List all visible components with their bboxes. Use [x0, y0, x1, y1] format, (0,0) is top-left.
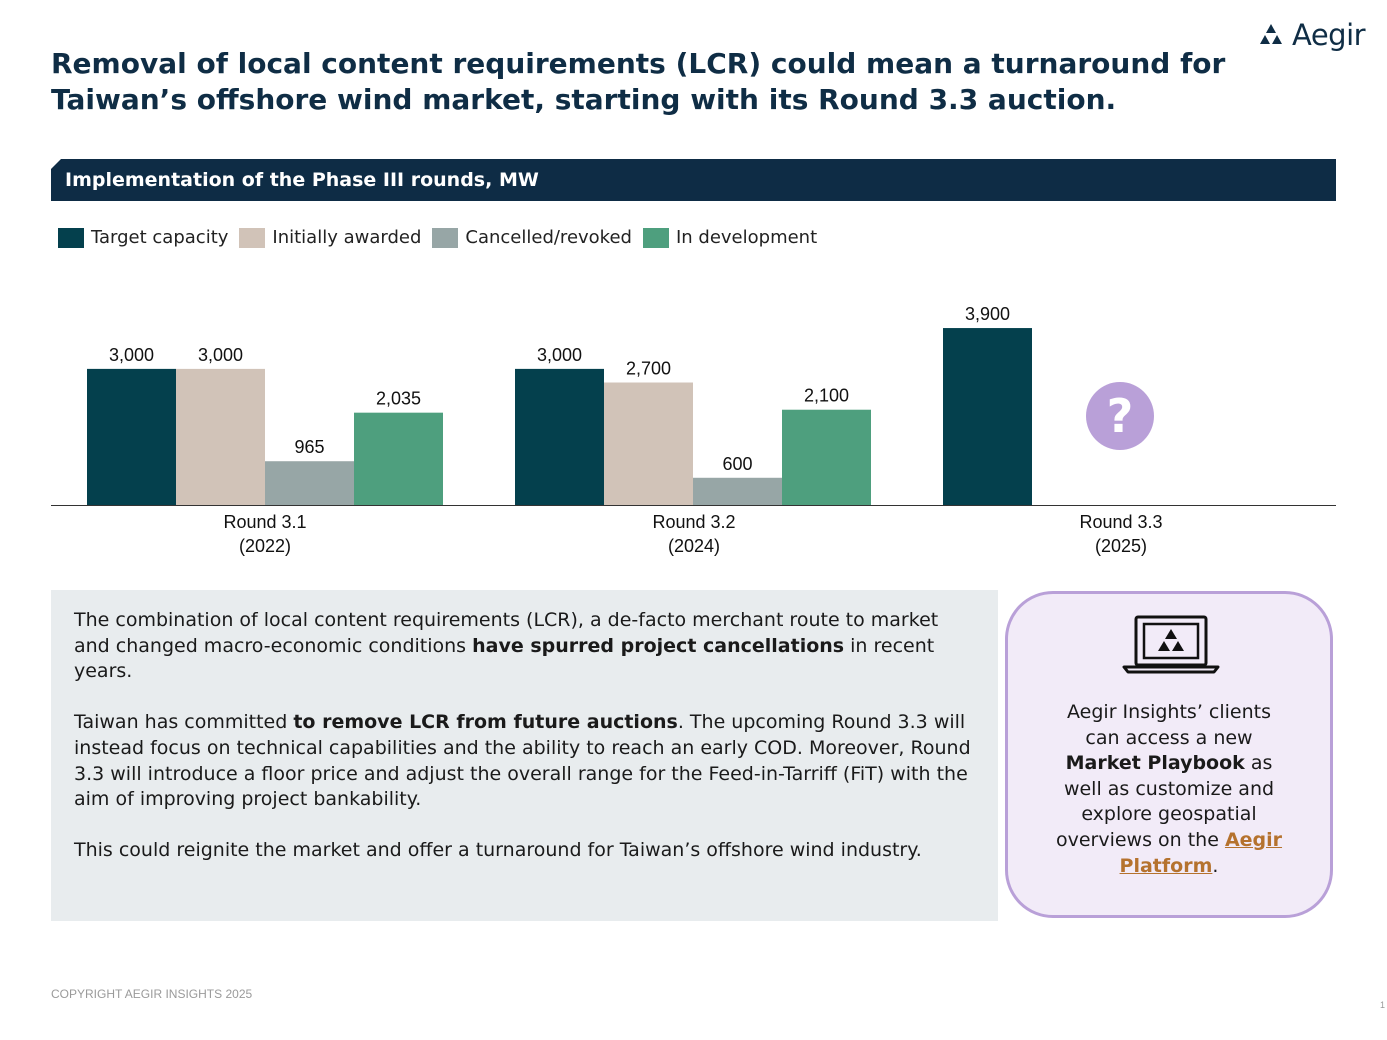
legend-label-awarded: Initially awarded [272, 227, 422, 248]
p1-text-c: in recent years. [74, 634, 935, 683]
bar-initially-awarded-1 [604, 382, 693, 505]
chart-legend: Target capacity Initially awarded Cancel… [58, 227, 817, 248]
category-label-1-line-1: Round 3.2 [652, 512, 735, 532]
legend-swatch-target [58, 227, 84, 248]
legend-item-cancelled: Cancelled/revoked [432, 227, 632, 248]
bar-cancelled-revoked-0 [265, 461, 354, 505]
bar-in-development-0 [354, 412, 443, 505]
legend-label-development: In development [675, 227, 818, 248]
platform-callout: Aegir Insights’ clients can access a new… [1005, 591, 1333, 918]
market-playbook-label: Market Playbook [1065, 752, 1245, 775]
summary-paragraph-1: The combination of local content require… [74, 608, 976, 685]
data-label-target-capacity-2: 3,900 [965, 304, 1010, 324]
p2-bold: to remove LCR from future auctions [293, 711, 678, 734]
brand-logo: Aegir [1258, 18, 1366, 52]
p1-text-a: The combination of local content require… [74, 609, 939, 657]
legend-item-development: In development [642, 227, 818, 248]
legend-item-target: Target capacity [58, 227, 228, 248]
bar-target-capacity-0 [87, 368, 176, 505]
category-label-1-line-2: (2024) [668, 536, 720, 556]
p1-bold: have spurred project cancellations [472, 634, 845, 657]
data-label-initially-awarded-0: 3,000 [198, 345, 243, 365]
data-label-target-capacity-1: 3,000 [537, 345, 582, 365]
p2-text-c: . The upcoming Round 3.3 will instead fo… [74, 711, 971, 811]
legend-swatch-development [642, 227, 669, 248]
page-number: 1 [1380, 1000, 1386, 1010]
copyright: COPYRIGHT AEGIR INSIGHTS 2025 [51, 987, 253, 1001]
aegir-platform-link[interactable]: Aegir Platform [1119, 828, 1283, 877]
legend-swatch-cancelled [432, 227, 459, 248]
question-mark-icon: ? [1107, 389, 1134, 443]
brand-name: Aegir [1292, 18, 1366, 52]
category-label-0-line-1: Round 3.1 [223, 512, 306, 532]
bar-target-capacity-1 [515, 368, 604, 505]
callout-text-d: . [1212, 854, 1219, 877]
bar-initially-awarded-0 [176, 368, 265, 505]
data-label-target-capacity-0: 3,000 [109, 345, 154, 365]
title-line-1: Removal of local content requirements (L… [51, 47, 1226, 80]
data-label-cancelled-revoked-1: 600 [722, 454, 752, 474]
data-label-cancelled-revoked-0: 965 [294, 437, 324, 457]
category-label-2-line-1: Round 3.3 [1079, 512, 1162, 532]
summary-paragraph-3: This could reignite the market and offer… [74, 839, 922, 862]
aegir-logo-icon [1260, 24, 1282, 44]
summary-textbox: The combination of local content require… [51, 590, 998, 921]
bar-cancelled-revoked-1 [693, 477, 782, 505]
summary-paragraph-2: Taiwan has committed to remove LCR from … [74, 710, 976, 812]
title-line-2: Taiwan’s offshore wind market, starting … [51, 83, 1117, 116]
legend-label-cancelled: Cancelled/revoked [465, 227, 632, 248]
bar-chart: 3,000 3,000 3,900 3,000 2,700 965 600 2,035 2,10… [51, 304, 1336, 556]
callout-text: Aegir Insights’ clients can access a new… [1008, 700, 1330, 879]
legend-item-awarded: Initially awarded [239, 227, 421, 248]
bar-in-development-1 [782, 409, 871, 505]
data-label-in-development-0: 2,035 [376, 389, 421, 409]
category-label-2-line-2: (2025) [1095, 536, 1147, 556]
callout-text-a: Aegir Insights’ clients can access a new [1067, 701, 1271, 749]
data-label-initially-awarded-1: 2,700 [626, 358, 671, 378]
chart-banner: Implementation of the Phase III rounds, … [51, 159, 1336, 201]
bar-target-capacity-2 [943, 328, 1032, 505]
p2-text-a: Taiwan has committed [74, 711, 294, 734]
unknown-marker [1086, 382, 1154, 450]
legend-label-target: Target capacity [91, 227, 229, 248]
page-title: Removal of local content requirements (L… [51, 46, 1251, 118]
callout-text-c: as well as customize and explore geospat… [1055, 752, 1275, 851]
data-label-in-development-1: 2,100 [804, 386, 849, 406]
laptop-icon [1122, 615, 1220, 674]
legend-swatch-awarded [239, 227, 266, 248]
category-label-0-line-2: (2022) [239, 536, 291, 556]
